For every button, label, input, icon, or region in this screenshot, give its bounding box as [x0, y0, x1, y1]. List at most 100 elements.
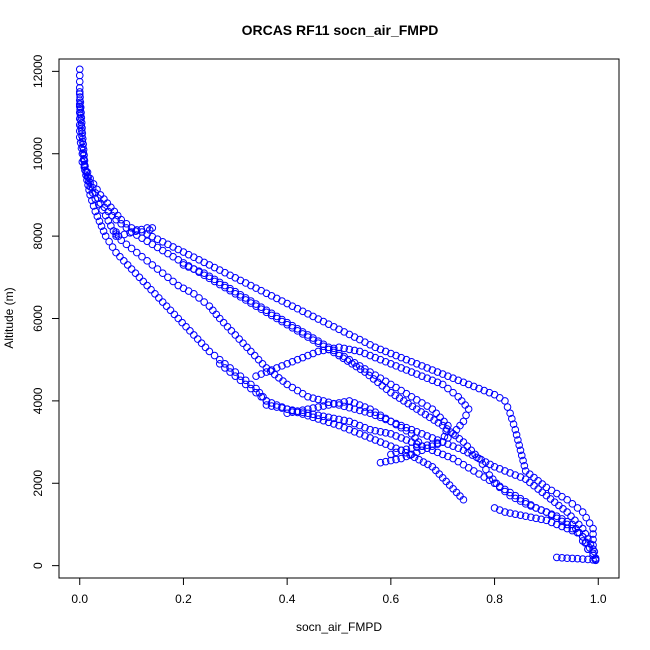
data-point — [120, 257, 128, 265]
data-point — [257, 370, 266, 378]
data-point — [591, 556, 600, 565]
data-point — [454, 376, 463, 385]
data-point — [567, 512, 575, 521]
data-point — [267, 399, 276, 407]
data-point — [309, 413, 317, 422]
data-point — [471, 450, 479, 459]
data-point — [475, 454, 483, 463]
data-point — [324, 401, 333, 409]
data-point — [547, 518, 556, 527]
data-point — [278, 404, 286, 412]
data-point — [324, 398, 333, 407]
data-point — [104, 207, 113, 216]
data-point — [298, 406, 307, 414]
data-point — [582, 513, 590, 522]
data-point — [376, 345, 385, 354]
data-point — [78, 137, 87, 146]
data-point — [137, 225, 146, 234]
data-point — [392, 362, 400, 370]
data-point — [578, 537, 587, 545]
data-point — [330, 344, 338, 353]
data-point — [369, 375, 378, 383]
data-point — [440, 432, 449, 441]
data-point — [283, 409, 291, 418]
data-point — [392, 351, 400, 360]
data-point — [75, 77, 84, 86]
data-point — [116, 252, 124, 261]
data-point — [511, 425, 520, 434]
data-point — [563, 495, 571, 504]
data-point — [397, 434, 406, 442]
data-point — [272, 403, 281, 411]
x-tick-label: 1.0 — [590, 592, 607, 606]
data-point — [112, 232, 120, 240]
data-point — [412, 360, 421, 368]
data-point — [215, 360, 224, 368]
data-point — [537, 515, 546, 524]
data-point — [418, 372, 426, 380]
data-point — [169, 277, 177, 286]
data-point — [147, 285, 155, 294]
data-point — [547, 510, 556, 518]
data-point — [335, 399, 343, 407]
data-point — [563, 508, 571, 516]
data-point — [428, 376, 437, 385]
data-point — [407, 368, 416, 376]
data-point — [371, 426, 380, 435]
data-point — [252, 388, 260, 397]
data-point — [485, 388, 494, 397]
data-point — [283, 360, 291, 368]
data-point — [210, 351, 219, 360]
data-point — [193, 335, 202, 343]
data-point — [340, 402, 348, 411]
data-point — [387, 450, 395, 459]
data-point — [490, 462, 499, 471]
data-point — [371, 343, 380, 352]
data-point — [438, 450, 447, 459]
data-point — [162, 302, 171, 310]
data-point — [123, 261, 132, 269]
x-tick-label: 0.0 — [71, 592, 88, 606]
data-point — [392, 432, 400, 440]
data-point — [151, 289, 159, 298]
data-point — [381, 440, 390, 448]
data-point — [376, 458, 385, 467]
data-point — [190, 265, 198, 273]
data-point — [247, 380, 255, 389]
data-point — [436, 413, 444, 422]
data-point — [573, 504, 582, 512]
data-point — [117, 215, 126, 224]
data-point — [515, 441, 523, 449]
data-point — [319, 412, 328, 421]
data-point — [387, 442, 395, 450]
data-point — [573, 554, 582, 563]
data-point — [350, 399, 359, 407]
data-point — [407, 425, 416, 434]
data-point — [241, 380, 250, 389]
data-point — [215, 314, 224, 323]
data-point — [345, 345, 354, 354]
data-point — [402, 436, 411, 444]
data-point — [552, 553, 561, 562]
data-point — [412, 443, 421, 452]
data-point — [411, 434, 419, 442]
data-point — [219, 318, 228, 327]
data-point — [402, 423, 411, 432]
data-point — [433, 439, 442, 447]
data-point — [366, 409, 374, 418]
data-point — [444, 452, 452, 461]
data-point — [304, 392, 312, 401]
data-point — [80, 163, 89, 171]
data-point — [77, 121, 86, 130]
data-point — [335, 343, 343, 352]
data-point — [457, 397, 466, 405]
data-point — [381, 457, 390, 466]
data-point — [532, 504, 540, 512]
data-point — [428, 405, 437, 413]
data-point — [397, 454, 406, 463]
data-point — [288, 357, 297, 366]
data-point — [80, 160, 89, 169]
data-point — [309, 349, 317, 358]
data-point — [247, 384, 255, 393]
data-point — [221, 360, 229, 368]
